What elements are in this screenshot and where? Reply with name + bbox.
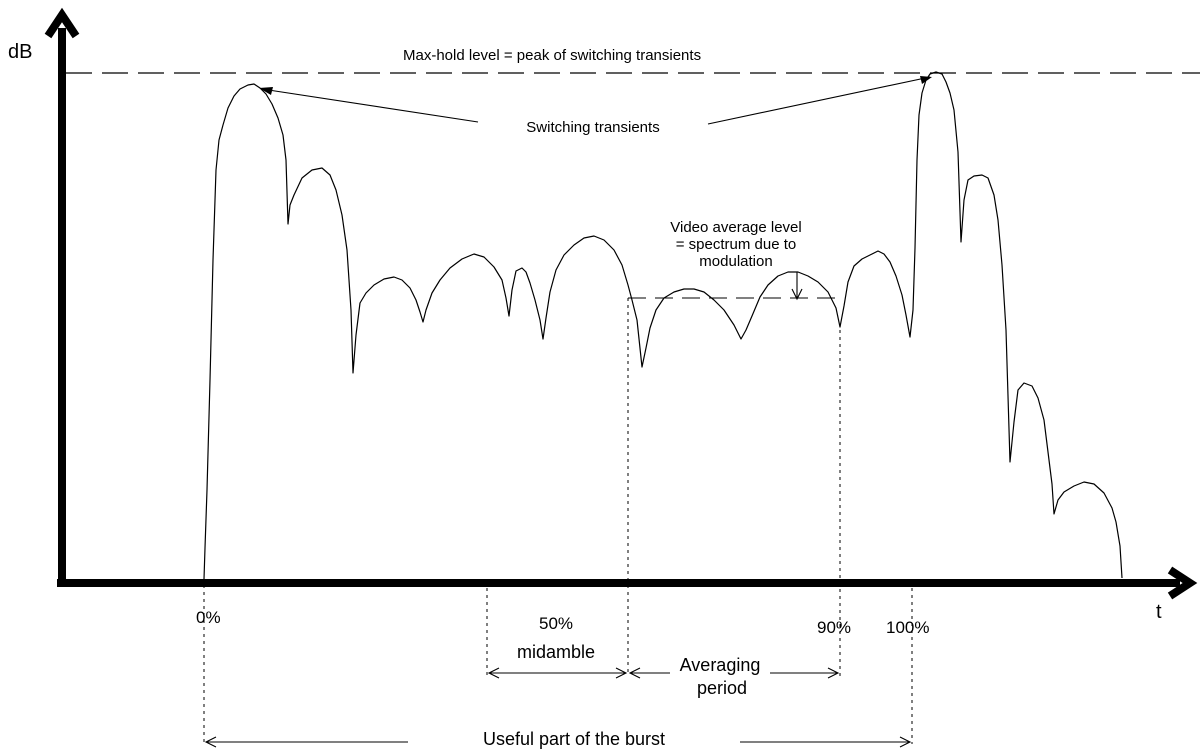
averaging-period-arrow (628, 667, 840, 679)
x-axis-arrowhead (1167, 566, 1198, 600)
guide-lines (203, 298, 913, 744)
switching-arrow-right-head (920, 76, 932, 84)
x-axis-label: t (1156, 601, 1162, 623)
switching-transients-annotation: Switching transients (259, 76, 932, 136)
video-average-annotation: Video average level = spectrum due to mo… (628, 219, 838, 301)
midamble-span-arrow (487, 667, 628, 679)
averaging-period-label-line2: period (697, 678, 747, 698)
midamble-label: midamble (517, 642, 595, 662)
video-average-label-line3: modulation (699, 253, 772, 270)
tick-90pct: 90% (817, 618, 851, 637)
tick-0pct: 0% (196, 608, 221, 627)
averaging-period-label-line1: Averaging (680, 655, 761, 675)
switching-arrow-left-shaft (261, 88, 479, 123)
tick-100pct: 100% (886, 618, 929, 637)
video-average-label-line2: = spectrum due to (676, 236, 796, 253)
burst-trace (203, 71, 1123, 580)
switching-arrow-right-shaft (707, 76, 931, 125)
video-average-label-line1: Video average level (670, 219, 801, 236)
switching-arrow-left-head (259, 87, 273, 95)
video-average-arrow-head (791, 288, 803, 301)
useful-part-arrow (204, 736, 912, 748)
y-axis-arrowhead (44, 7, 80, 39)
switching-transients-label: Switching transients (526, 119, 659, 136)
axes: dB t (8, 7, 1198, 623)
tick-50pct: 50% (539, 614, 573, 633)
useful-part-label: Useful part of the burst (483, 729, 665, 749)
y-axis-label: dB (8, 41, 32, 63)
max-hold-label: Max-hold level = peak of switching trans… (403, 47, 701, 64)
